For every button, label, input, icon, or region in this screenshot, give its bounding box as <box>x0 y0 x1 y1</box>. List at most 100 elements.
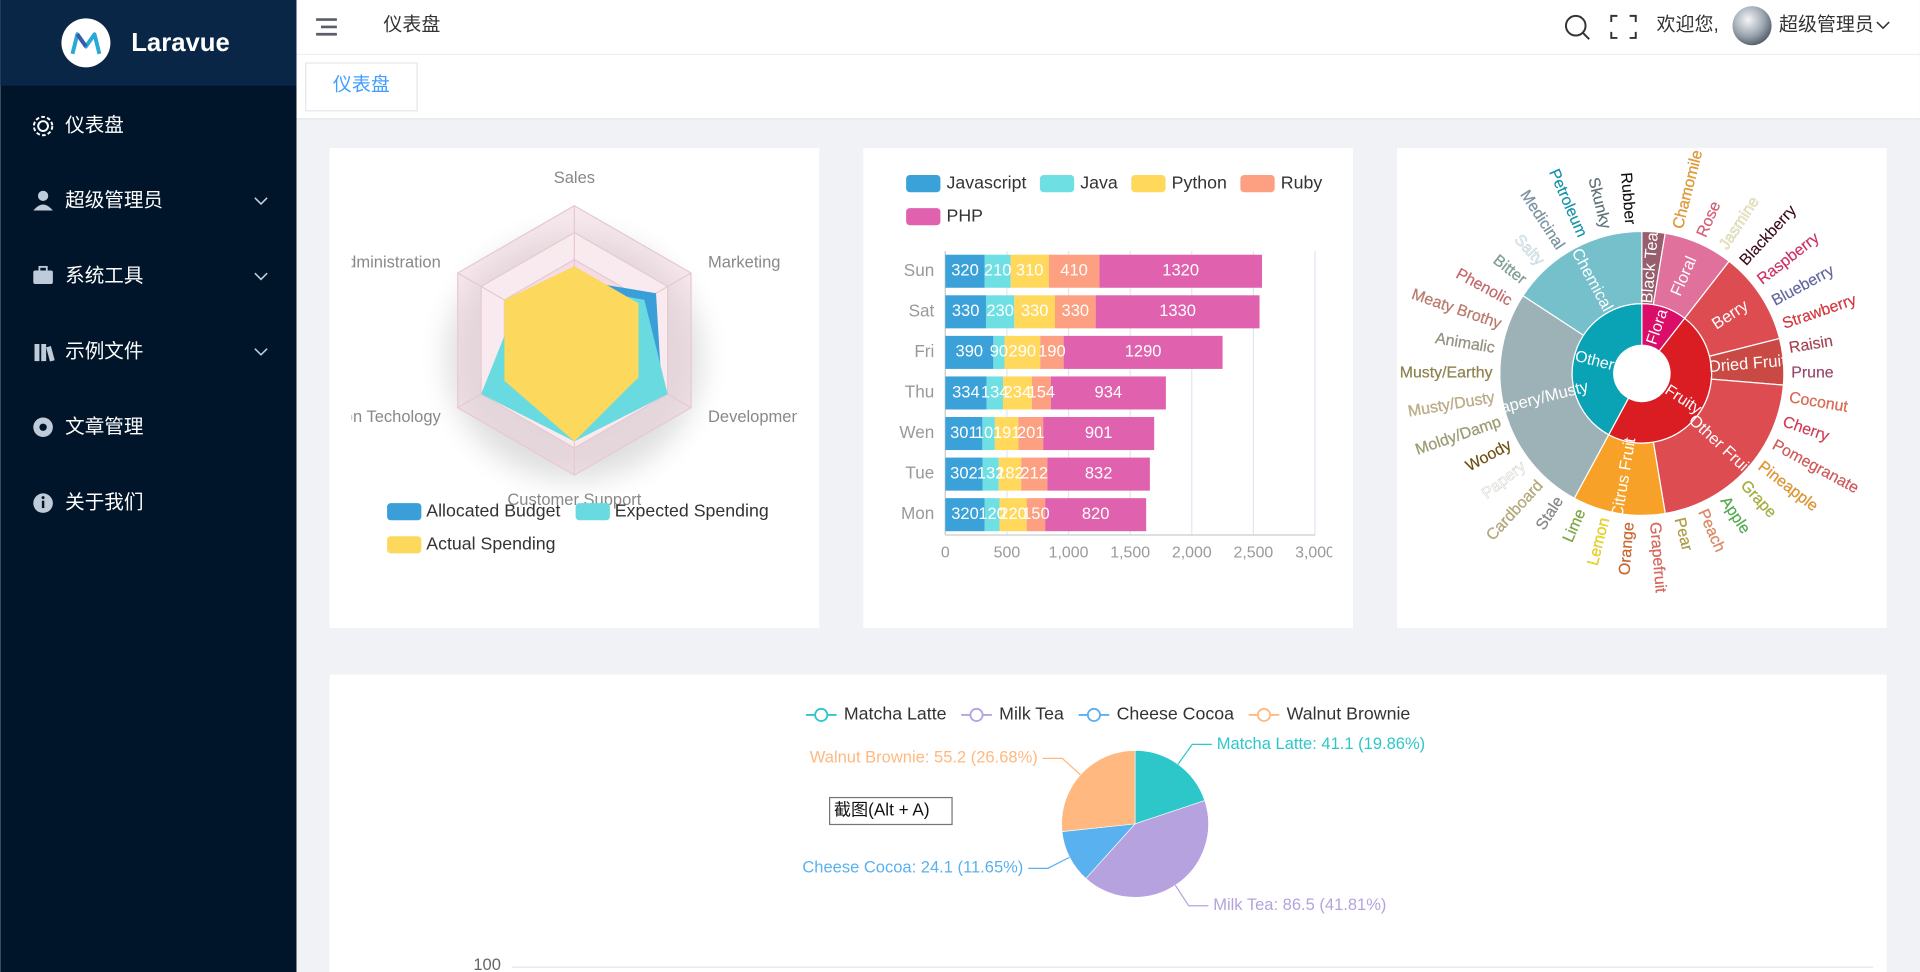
bar-segment <box>1026 498 1046 532</box>
bar-segment <box>945 335 994 369</box>
menu-item[interactable]: 示例文件 <box>65 340 268 362</box>
tab[interactable] <box>305 62 418 112</box>
label-line <box>1028 856 1070 869</box>
header <box>296 0 1920 119</box>
y-tick-label: Fri <box>914 341 934 361</box>
menu-label[interactable]: 关于我们 <box>65 491 143 513</box>
menu-item[interactable]: 仪表盘 <box>65 114 124 136</box>
sunburst-sector <box>1499 294 1610 500</box>
label-line <box>1042 757 1081 776</box>
legend-marker <box>969 707 984 722</box>
breadcrumb[interactable]: 仪表盘 <box>383 14 440 36</box>
icon-files-c <box>46 346 55 362</box>
bar-segment <box>1054 295 1096 329</box>
pie-label: Matcha Latte: 41.1 (19.86%) <box>1217 734 1425 753</box>
pie-slice <box>1061 750 1136 832</box>
bar-label: 390 <box>956 342 984 361</box>
radar-indicator: Information Techology <box>280 407 442 426</box>
avatar[interactable] <box>1732 6 1772 46</box>
bar-segment <box>945 254 985 288</box>
bar-label: 154 <box>1028 382 1056 401</box>
menu-item[interactable]: 关于我们 <box>65 491 143 513</box>
bar-segment <box>998 457 1022 491</box>
bar-segment <box>945 417 983 451</box>
bar-segment <box>945 376 987 410</box>
radar-indicator: Sales <box>554 168 595 187</box>
legend-marker <box>1086 707 1101 722</box>
legend: Matcha Latte Milk Tea Cheese Cocoa Walnut B… <box>805 704 1410 724</box>
menu-label[interactable]: 系统工具 <box>65 265 143 287</box>
x-tick-label: 1,500 <box>1110 545 1150 562</box>
bar-label: 290 <box>1009 342 1037 361</box>
line-chart: 100 <box>473 955 1874 972</box>
menu-label[interactable]: 文章管理 <box>65 416 143 438</box>
submenu-arrow[interactable] <box>254 272 268 281</box>
bar-segment <box>945 295 986 329</box>
legend-label: Allocated Budget <box>426 500 560 520</box>
bar-label: 212 <box>1021 463 1049 482</box>
search-icon[interactable] <box>1564 14 1587 37</box>
menu-label[interactable]: 仪表盘 <box>65 114 124 136</box>
menu-label[interactable]: 超级管理员 <box>65 190 163 212</box>
bar-label: 134 <box>981 382 1009 401</box>
bar-label: 190 <box>1038 342 1066 361</box>
bar-label: 191 <box>993 423 1021 442</box>
user-name[interactable]: 超级管理员 <box>1779 14 1874 36</box>
menu-item[interactable]: 系统工具 <box>65 265 268 287</box>
icon-dashboard-ring <box>32 115 54 137</box>
bar-segment <box>999 498 1027 532</box>
bar-segment <box>986 376 1003 410</box>
pie-label: Cheese Cocoa: 24.1 (11.65%) <box>802 858 1023 877</box>
bar-label: 120 <box>978 504 1006 523</box>
bar-segment <box>1010 254 1049 288</box>
bar-segment <box>1040 335 1064 369</box>
fullscreen-icon[interactable] <box>1610 14 1637 39</box>
y-tick-label: Mon <box>901 503 934 523</box>
bar-label: 210 <box>984 261 1012 280</box>
radar-indicator: Development <box>708 407 806 426</box>
x-tick-label: 0 <box>941 545 950 562</box>
legend-swatch <box>1131 175 1166 193</box>
bar-label: 330 <box>952 301 980 320</box>
sunburst-sector <box>1652 378 1785 515</box>
menu-label[interactable]: 示例文件 <box>65 340 143 362</box>
bar-segment <box>985 295 1015 329</box>
menu-item[interactable]: 文章管理 <box>65 416 143 438</box>
logo-icon <box>61 18 111 68</box>
legend-swatch <box>1039 175 1075 193</box>
user-dropdown[interactable] <box>1876 21 1890 30</box>
bar-label: 101 <box>975 423 1003 442</box>
bar-segment <box>945 498 985 532</box>
tooltip-text: 截图(Alt + A) <box>834 800 930 820</box>
card <box>1397 148 1887 629</box>
submenu-arrow[interactable] <box>254 348 268 356</box>
tab-label[interactable]: 仪表盘 <box>333 74 390 96</box>
icon-files-a <box>34 343 40 362</box>
sunburst-label: Rubber <box>1617 172 1638 226</box>
sunburst-label: Musty/Earthy <box>1400 365 1493 382</box>
legend-label: Ruby <box>1281 172 1323 192</box>
bar-segment <box>1099 254 1263 288</box>
search-handle[interactable] <box>1582 32 1590 40</box>
pie-slice <box>1134 750 1206 825</box>
legend-label: Javascript <box>947 172 1027 192</box>
bar-label: 320 <box>951 261 979 280</box>
bar-label: 1320 <box>1162 261 1199 280</box>
label-line <box>1177 743 1212 765</box>
bar-label: 934 <box>1095 382 1123 401</box>
bar-label: 220 <box>999 504 1027 523</box>
hamburger[interactable] <box>316 18 337 36</box>
submenu-arrow[interactable] <box>254 197 268 206</box>
legend-label: Python <box>1172 172 1227 192</box>
sunburst-label: Orange <box>1616 521 1637 575</box>
legend-label: Cheese Cocoa <box>1117 704 1235 724</box>
sunburst-label: Grapefruit <box>1646 521 1669 593</box>
menu-item[interactable]: 超级管理员 <box>65 190 268 212</box>
bar-segment <box>1021 457 1048 491</box>
bar-segment <box>1050 376 1166 410</box>
legend-marker <box>814 707 829 722</box>
bar-chart: 0 500 1,000 1,500 2,000 2,500 3,000 Mon Tue Wen Th… <box>899 172 1332 562</box>
bar-label: 132 <box>977 463 1005 482</box>
icon-about-dot <box>41 496 45 500</box>
logo-bar <box>0 0 297 86</box>
